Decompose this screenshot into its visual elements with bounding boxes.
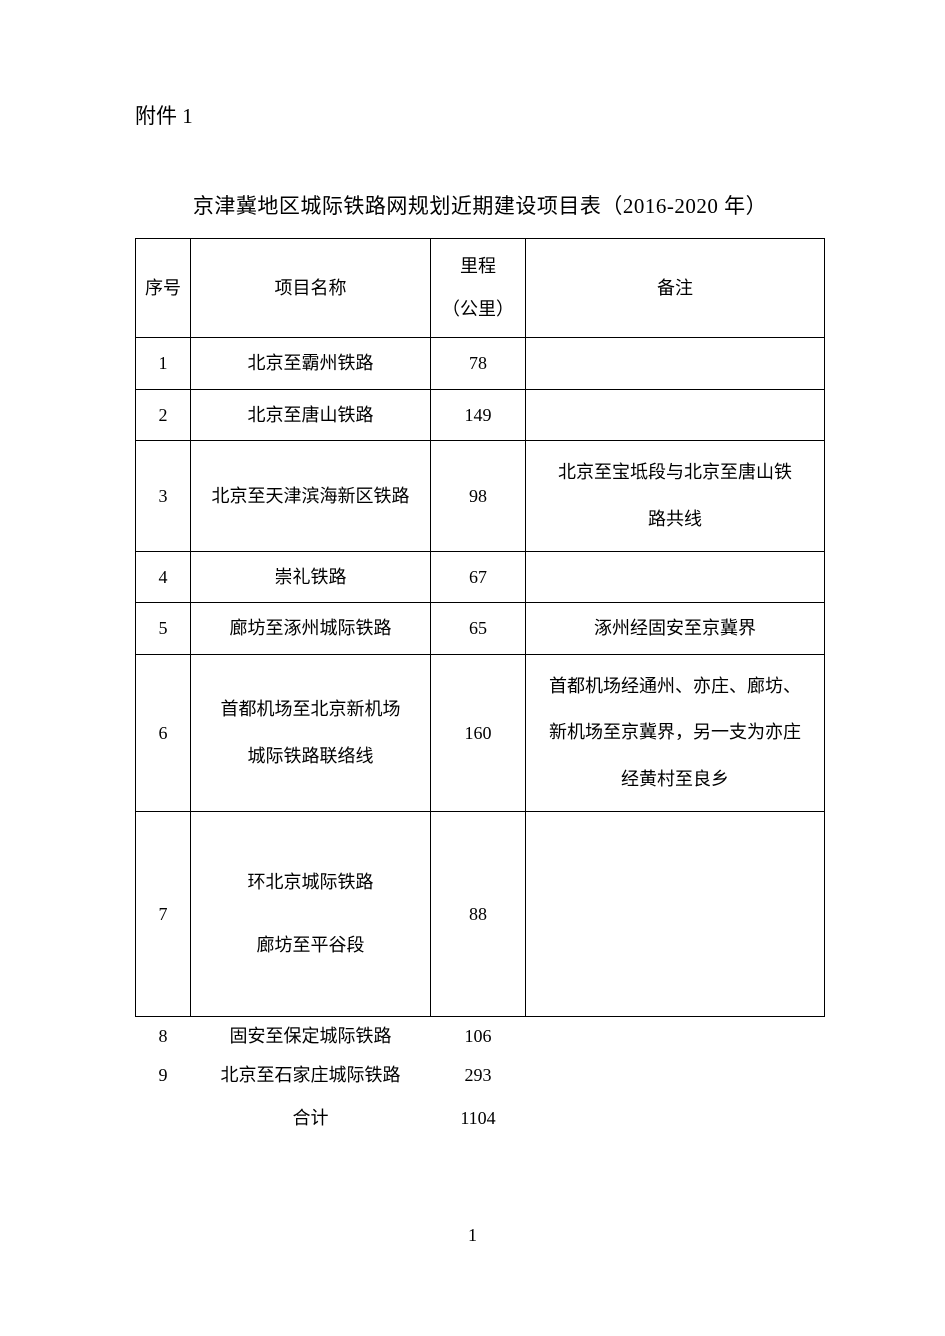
cell-seq: 8 xyxy=(136,1016,191,1056)
header-distance: 里程 （公里） xyxy=(431,239,526,338)
cell-name-l1: 首都机场至北京新机场 xyxy=(191,686,430,733)
cell-distance: 293 xyxy=(431,1057,526,1093)
cell-note-l2: 新机场至京冀界，另一支为亦庄 xyxy=(526,709,824,756)
cell-note-l1: 北京至宝坻段与北京至唐山铁 xyxy=(526,449,824,496)
cell-seq: 9 xyxy=(136,1057,191,1093)
cell-name: 北京至唐山铁路 xyxy=(191,389,431,440)
table-row: 8 固安至保定城际铁路 106 xyxy=(136,1016,825,1056)
cell-note xyxy=(526,811,825,1016)
cell-distance: 98 xyxy=(431,441,526,552)
cell-note xyxy=(526,551,825,602)
cell-distance: 67 xyxy=(431,551,526,602)
cell-distance: 149 xyxy=(431,389,526,440)
header-distance-l2: （公里） xyxy=(431,288,525,331)
cell-name: 崇礼铁路 xyxy=(191,551,431,602)
cell-note: 涿州经固安至京冀界 xyxy=(526,603,825,654)
cell-distance: 78 xyxy=(431,338,526,389)
cell-distance: 88 xyxy=(431,811,526,1016)
header-note: 备注 xyxy=(526,239,825,338)
projects-table: 序号 项目名称 里程 （公里） 备注 1 北京至霸州铁路 78 2 北京至唐山铁… xyxy=(135,238,825,1143)
cell-seq: 4 xyxy=(136,551,191,602)
cell-name: 北京至天津滨海新区铁路 xyxy=(191,441,431,552)
cell-distance: 160 xyxy=(431,654,526,811)
cell-seq: 6 xyxy=(136,654,191,811)
cell-name: 北京至霸州铁路 xyxy=(191,338,431,389)
page-number: 1 xyxy=(0,1225,945,1246)
cell-seq: 5 xyxy=(136,603,191,654)
cell-note-l3: 经黄村至良乡 xyxy=(526,756,824,803)
cell-name-l2: 城际铁路联络线 xyxy=(191,733,430,780)
cell-note xyxy=(526,1057,825,1093)
cell-seq: 7 xyxy=(136,811,191,1016)
table-row: 2 北京至唐山铁路 149 xyxy=(136,389,825,440)
cell-note-l2: 路共线 xyxy=(526,496,824,543)
header-name: 项目名称 xyxy=(191,239,431,338)
table-row: 4 崇礼铁路 67 xyxy=(136,551,825,602)
cell-seq: 3 xyxy=(136,441,191,552)
table-row: 6 首都机场至北京新机场 城际铁路联络线 160 首都机场经通州、亦庄、廊坊、 … xyxy=(136,654,825,811)
attachment-label: 附件 1 xyxy=(135,100,825,130)
table-row: 7 环北京城际铁路 廊坊至平谷段 88 xyxy=(136,811,825,1016)
cell-total-label: 合计 xyxy=(191,1093,431,1143)
cell-name: 首都机场至北京新机场 城际铁路联络线 xyxy=(191,654,431,811)
cell-seq: 2 xyxy=(136,389,191,440)
cell-note xyxy=(526,389,825,440)
cell-note: 北京至宝坻段与北京至唐山铁 路共线 xyxy=(526,441,825,552)
cell-name-l2: 廊坊至平谷段 xyxy=(191,914,430,977)
cell-name: 北京至石家庄城际铁路 xyxy=(191,1057,431,1093)
cell-name: 固安至保定城际铁路 xyxy=(191,1016,431,1056)
cell-seq: 1 xyxy=(136,338,191,389)
header-seq: 序号 xyxy=(136,239,191,338)
cell-note-l1: 首都机场经通州、亦庄、廊坊、 xyxy=(526,663,824,710)
table-row: 9 北京至石家庄城际铁路 293 xyxy=(136,1057,825,1093)
cell-note xyxy=(526,1016,825,1056)
cell-distance: 65 xyxy=(431,603,526,654)
cell-note: 首都机场经通州、亦庄、廊坊、 新机场至京冀界，另一支为亦庄 经黄村至良乡 xyxy=(526,654,825,811)
cell-name: 环北京城际铁路 廊坊至平谷段 xyxy=(191,811,431,1016)
table-row: 1 北京至霸州铁路 78 xyxy=(136,338,825,389)
cell-note xyxy=(526,338,825,389)
page-title: 京津冀地区城际铁路网规划近期建设项目表（2016-2020 年） xyxy=(135,190,825,220)
cell-distance: 106 xyxy=(431,1016,526,1056)
cell-note-empty xyxy=(526,1093,825,1143)
header-distance-l1: 里程 xyxy=(431,245,525,288)
table-total-row: 合计 1104 xyxy=(136,1093,825,1143)
cell-seq-empty xyxy=(136,1093,191,1143)
table-header-row: 序号 项目名称 里程 （公里） 备注 xyxy=(136,239,825,338)
cell-name: 廊坊至涿州城际铁路 xyxy=(191,603,431,654)
cell-total-distance: 1104 xyxy=(431,1093,526,1143)
cell-name-l1: 环北京城际铁路 xyxy=(191,851,430,914)
table-row: 3 北京至天津滨海新区铁路 98 北京至宝坻段与北京至唐山铁 路共线 xyxy=(136,441,825,552)
table-row: 5 廊坊至涿州城际铁路 65 涿州经固安至京冀界 xyxy=(136,603,825,654)
